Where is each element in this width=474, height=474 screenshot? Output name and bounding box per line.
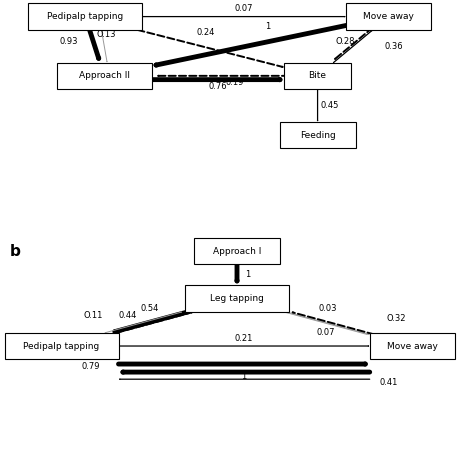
Text: Pedipalp tapping: Pedipalp tapping — [47, 12, 123, 21]
Text: 0.44: 0.44 — [119, 311, 137, 319]
Bar — [57, 63, 152, 89]
Text: 0.41: 0.41 — [379, 378, 398, 386]
Text: Feeding: Feeding — [300, 131, 336, 139]
Text: O.28: O.28 — [336, 37, 355, 46]
Text: Approach I: Approach I — [213, 247, 261, 255]
Bar — [194, 238, 280, 264]
Bar — [280, 122, 356, 148]
Text: 0.76: 0.76 — [209, 82, 228, 91]
Text: 0.03: 0.03 — [319, 304, 337, 313]
Text: Approach II: Approach II — [79, 72, 130, 80]
Text: 0.07: 0.07 — [235, 4, 254, 12]
Text: Move away: Move away — [363, 12, 414, 21]
Text: 0.36: 0.36 — [385, 42, 403, 51]
Text: 0.24: 0.24 — [197, 27, 215, 36]
Text: 0.21: 0.21 — [235, 335, 253, 343]
Text: 0.93: 0.93 — [59, 37, 78, 46]
Bar — [346, 3, 431, 30]
Text: 0.45: 0.45 — [320, 101, 338, 110]
Bar — [28, 3, 142, 30]
Text: 0.07: 0.07 — [316, 328, 335, 337]
Text: O.11: O.11 — [83, 311, 103, 319]
Text: 0.19: 0.19 — [226, 79, 244, 87]
Bar — [370, 333, 455, 359]
Text: Move away: Move away — [387, 342, 438, 350]
Text: Leg tapping: Leg tapping — [210, 294, 264, 303]
Bar — [5, 333, 118, 359]
Text: O.32: O.32 — [386, 314, 406, 323]
Text: 0.79: 0.79 — [81, 362, 100, 371]
Text: 1: 1 — [245, 271, 250, 279]
Text: 1: 1 — [265, 22, 271, 31]
Bar — [185, 285, 289, 312]
Text: Pedipalp tapping: Pedipalp tapping — [24, 342, 100, 350]
Text: Bite: Bite — [309, 72, 327, 80]
Text: 1: 1 — [241, 373, 247, 381]
Bar — [284, 63, 351, 89]
Text: O.13: O.13 — [96, 30, 116, 39]
Text: 0.54: 0.54 — [140, 304, 158, 312]
Text: b: b — [9, 244, 20, 259]
